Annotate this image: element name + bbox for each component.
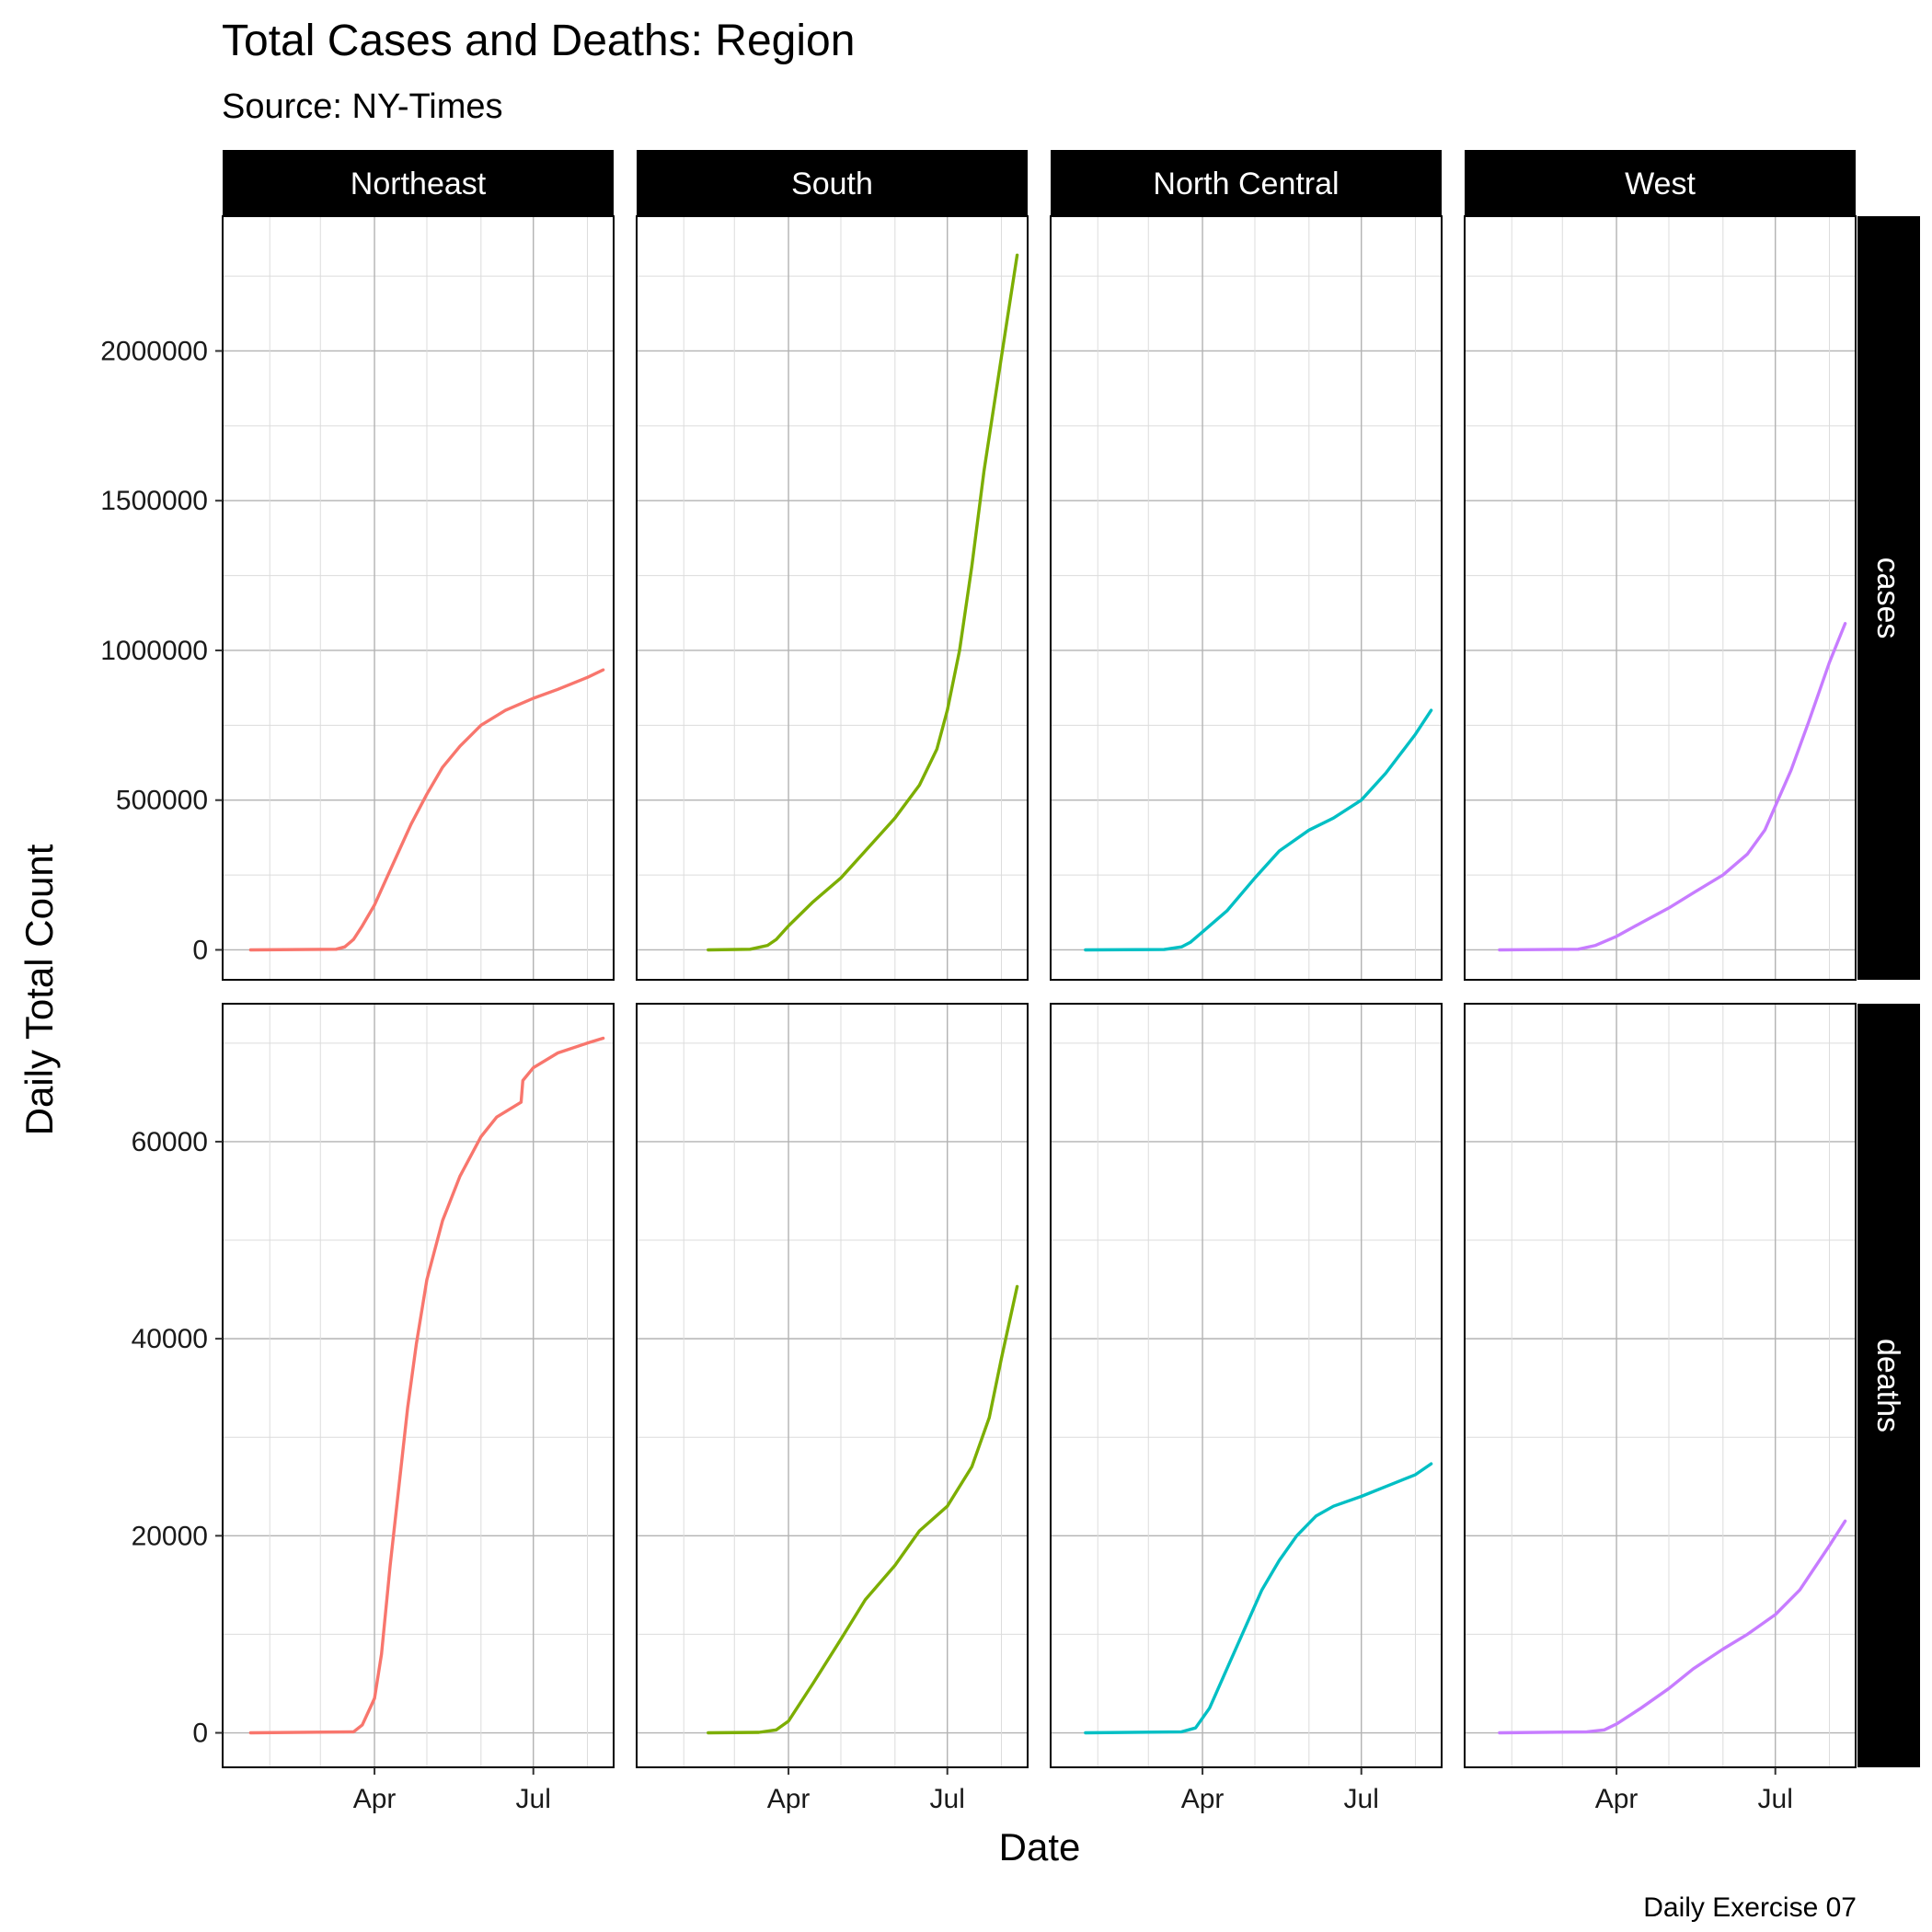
series-line-north-central-deaths	[1084, 1462, 1433, 1735]
y-tick-label: 0	[192, 935, 208, 965]
x-tick-label: Apr	[1181, 1784, 1225, 1814]
column-strip-label: North Central	[1153, 167, 1339, 201]
series-line-west-cases	[1498, 622, 1847, 952]
column-strip	[1465, 150, 1856, 216]
y-tick-label: 1500000	[100, 486, 208, 516]
panel-border	[222, 215, 615, 981]
x-tick-label: Apr	[1595, 1784, 1639, 1814]
panel-border	[636, 215, 1029, 981]
panel-border	[1464, 215, 1857, 981]
chart-title: Total Cases and Deaths: Region	[222, 17, 855, 65]
column-strip-label: West	[1625, 167, 1696, 201]
x-tick-label: Apr	[767, 1784, 811, 1814]
series-line-west-deaths	[1498, 1519, 1847, 1735]
chart-caption: Daily Exercise 07	[1643, 1892, 1857, 1923]
row-strip	[1857, 216, 1920, 980]
column-strip	[637, 150, 1028, 216]
x-tick-label: Jul	[516, 1784, 551, 1814]
x-tick-label: Apr	[353, 1784, 397, 1814]
row-strip	[1857, 1004, 1920, 1767]
column-strip	[1051, 150, 1442, 216]
panel-border	[1464, 1003, 1857, 1768]
y-tick-label: 60000	[132, 1127, 208, 1157]
row-strip-label: cases	[1870, 558, 1905, 639]
chart-subtitle: Source: NY-Times	[222, 87, 503, 126]
y-tick-label: 1000000	[100, 636, 208, 666]
series-line-south-deaths	[707, 1284, 1019, 1735]
y-tick-label: 40000	[132, 1324, 208, 1354]
y-tick-label: 0	[192, 1719, 208, 1749]
series-line-northeast-deaths	[248, 1036, 605, 1735]
x-tick-label: Jul	[930, 1784, 965, 1814]
y-axis-title: Daily Total Count	[17, 844, 61, 1135]
panel-border	[1050, 1003, 1443, 1768]
series-line-south-cases	[707, 253, 1019, 952]
y-tick-label: 20000	[132, 1521, 208, 1551]
x-tick-label: Jul	[1758, 1784, 1793, 1814]
series-line-north-central-cases	[1084, 708, 1433, 952]
column-strip-label: South	[791, 167, 873, 201]
x-tick-label: Jul	[1344, 1784, 1379, 1814]
x-axis-title: Date	[999, 1825, 1081, 1869]
y-tick-label: 2000000	[100, 336, 208, 366]
facet-panels: Northeast South North Central West cases 0 500…	[100, 150, 1920, 1814]
column-strip	[223, 150, 614, 216]
y-tick-label: 500000	[116, 786, 208, 816]
panel-border	[1050, 215, 1443, 981]
series-line-northeast-cases	[248, 668, 605, 952]
panel-border	[222, 1003, 615, 1768]
panel-border	[636, 1003, 1029, 1768]
column-strip-label: Northeast	[351, 167, 487, 201]
row-strip-label: deaths	[1870, 1339, 1905, 1432]
